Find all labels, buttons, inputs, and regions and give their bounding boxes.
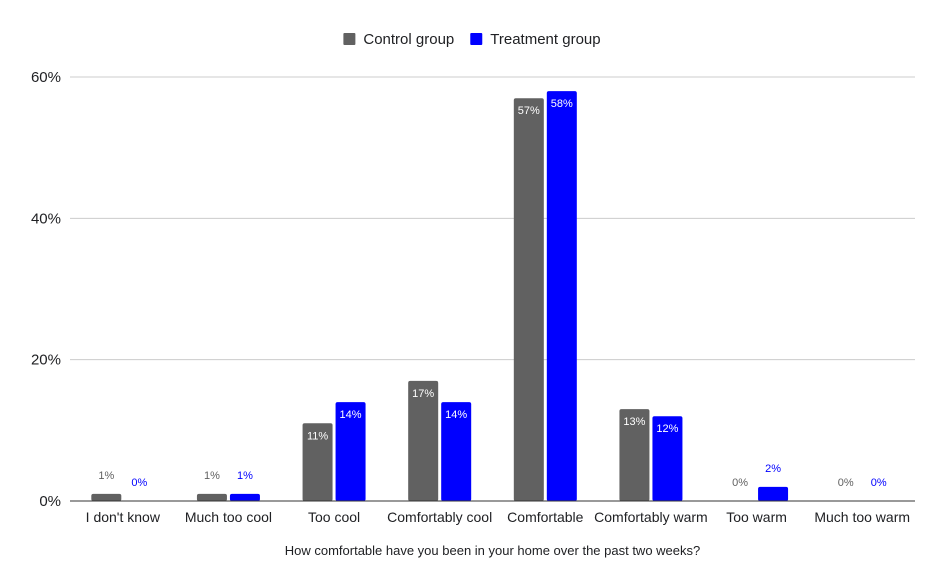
y-tick-label: 60% xyxy=(31,69,61,86)
x-tick-label: I don't know xyxy=(86,509,161,525)
bar xyxy=(335,402,366,501)
bar xyxy=(441,402,472,501)
bar xyxy=(408,380,439,501)
data-label: 0% xyxy=(131,477,147,489)
x-tick-label: Comfortably warm xyxy=(594,509,708,525)
legend-swatch xyxy=(470,33,483,45)
data-label: 14% xyxy=(445,409,467,421)
x-axis-title: How comfortable have you been in your ho… xyxy=(285,543,701,558)
y-axis: 0% 20% 40% 60% xyxy=(31,69,61,510)
data-label: 17% xyxy=(412,388,434,400)
data-label: 1% xyxy=(237,470,253,482)
data-label: 0% xyxy=(732,477,748,489)
y-tick-label: 40% xyxy=(31,210,61,227)
data-label: 13% xyxy=(623,416,645,428)
y-tick-label: 20% xyxy=(31,352,61,369)
data-label: 0% xyxy=(871,477,887,489)
data-label: 58% xyxy=(551,98,573,110)
bar xyxy=(652,416,683,501)
bar xyxy=(229,493,260,501)
data-labels: 1% 0% 1% 1% 11% 14% 17% 14% 57% 58% 13% 12% 0% 2% 0% 0% xyxy=(98,98,886,489)
data-label: 1% xyxy=(98,470,114,482)
bar xyxy=(546,91,577,501)
x-tick-label: Too warm xyxy=(726,509,787,525)
gridlines xyxy=(70,76,915,361)
x-tick-label: Much too warm xyxy=(814,509,910,525)
x-tick-label: Comfortably cool xyxy=(387,509,492,525)
bar xyxy=(302,423,333,501)
bar xyxy=(196,493,227,501)
x-tick-label: Much too cool xyxy=(185,509,272,525)
bars xyxy=(91,91,789,501)
data-label: 12% xyxy=(656,423,678,435)
bar xyxy=(758,486,789,501)
x-tick-label: Comfortable xyxy=(507,509,583,525)
data-label: 14% xyxy=(340,409,362,421)
data-label: 2% xyxy=(765,463,781,475)
legend-label: Control group xyxy=(363,31,454,48)
legend: Control group Treatment group xyxy=(343,31,601,48)
bar xyxy=(91,493,122,501)
x-tick-label: Too cool xyxy=(308,509,360,525)
x-axis: I don't know Much too cool Too cool Comfort… xyxy=(70,500,915,525)
data-label: 1% xyxy=(204,470,220,482)
data-label: 0% xyxy=(838,477,854,489)
bar xyxy=(619,409,650,501)
data-label: 57% xyxy=(518,105,540,117)
legend-swatch xyxy=(343,33,356,45)
data-label: 11% xyxy=(307,430,328,442)
legend-label: Treatment group xyxy=(490,31,600,48)
y-tick-label: 0% xyxy=(39,493,61,510)
bar xyxy=(513,98,544,501)
